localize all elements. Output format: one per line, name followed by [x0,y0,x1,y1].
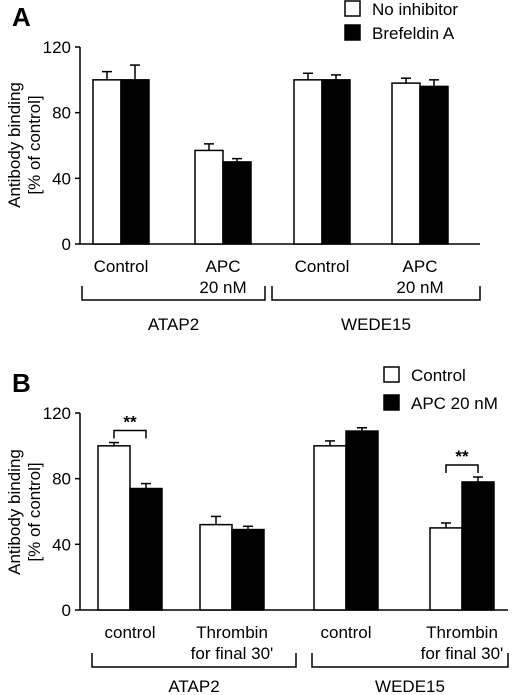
bar-filled [419,85,449,245]
bar-open [97,445,131,611]
significance-bracket [445,464,479,474]
bar-open [391,82,421,245]
bar-open [199,523,233,611]
significance-marker: ** [123,413,137,432]
panel-b: B Antibody binding[% of control] 0 40 80 120 c… [5,366,509,695]
bar-open [429,527,463,611]
group-label: ATAP2 [168,677,219,695]
x-category-label: Thrombin [196,623,268,642]
y-axis-title: Antibody binding[% of control] [5,82,44,208]
y-tick-label: 0 [62,601,71,620]
y-axis-title-line: Antibody binding [5,449,24,575]
legend-label: Control [411,366,466,385]
panel-a: A Antibody binding[% of control] 0 40 80 120 C… [5,0,481,334]
legend-label: No inhibitor [372,0,458,19]
bar-filled [129,487,163,611]
bar-filled [345,430,379,611]
legend-swatch [383,366,400,383]
bar-open [313,445,347,611]
legend-swatch [344,24,361,41]
y-tick-label: 80 [52,104,71,123]
y-tick-label: 0 [62,235,71,254]
bar-filled [222,161,252,245]
bar-filled [120,79,150,245]
legend-swatch [344,0,361,17]
x-category-label: 20 nM [396,278,443,297]
y-axis-title: Antibody binding[% of control] [5,449,44,575]
x-category-label: APC [206,257,241,276]
panel-label: B [12,368,31,398]
x-category-label: Control [295,257,350,276]
bar-open [194,149,224,245]
y-tick-label: 40 [52,535,71,554]
x-category-label: Control [94,257,149,276]
y-axis-title-line: [% of control] [25,95,44,194]
significance-bracket [113,429,147,439]
bar-open [92,79,122,245]
group-label: WEDE15 [375,677,445,695]
y-tick-label: 120 [43,404,71,423]
legend-label: Brefeldin A [372,24,455,43]
x-category-label: 20 nM [199,278,246,297]
x-category-label: APC [403,257,438,276]
y-tick-label: 40 [52,169,71,188]
group-bracket [81,286,266,301]
group-bracket [91,653,297,668]
legend-swatch [383,394,400,411]
bar-open [293,79,323,245]
group-bracket [271,286,481,301]
y-tick-label: 80 [52,470,71,489]
bar-filled [461,481,495,611]
significance-marker: ** [455,447,469,466]
x-category-label: control [320,623,371,642]
legend-label: APC 20 nM [411,394,498,413]
x-category-label: control [104,623,155,642]
group-label: WEDE15 [341,315,411,334]
group-bracket [311,653,509,668]
y-axis-title-line: Antibody binding [5,82,24,208]
group-label: ATAP2 [148,315,199,334]
x-category-label: for final 30' [191,644,274,663]
x-category-label: Thrombin [426,623,498,642]
y-tick-label: 120 [43,38,71,57]
panel-label: A [12,2,31,32]
x-category-label: for final 30' [421,644,504,663]
y-axis-title-line: [% of control] [25,462,44,561]
bar-filled [231,528,265,611]
bar-filled [321,79,351,245]
